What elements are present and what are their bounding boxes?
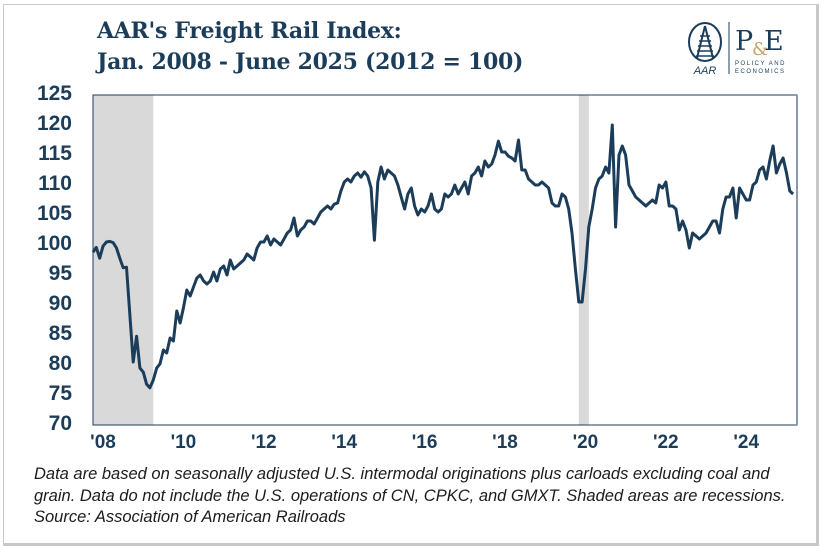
y-tick-label: 70 bbox=[48, 412, 72, 435]
title-line-2: Jan. 2008 - June 2025 (2012 = 100) bbox=[97, 49, 524, 75]
x-tick-label: '18 bbox=[492, 432, 518, 453]
x-tick-label: '10 bbox=[170, 432, 197, 453]
x-tick-label: '20 bbox=[572, 432, 599, 453]
svg-text:POLICY AND: POLICY AND bbox=[735, 61, 786, 67]
y-tick-label: 110 bbox=[38, 172, 72, 195]
y-tick-label: 100 bbox=[36, 232, 72, 255]
svg-text:AAR: AAR bbox=[693, 65, 717, 77]
x-tick-label: '16 bbox=[411, 432, 438, 453]
y-tick-label: 85 bbox=[48, 322, 72, 345]
chart-title: AAR's Freight Rail Index: Jan. 2008 - Ju… bbox=[97, 16, 523, 78]
y-tick-label: 105 bbox=[36, 202, 72, 225]
recession-shading bbox=[578, 95, 589, 425]
svg-text:ECONOMICS: ECONOMICS bbox=[735, 69, 786, 75]
aar-pe-logo: AAR P & E POLICY AND ECONOMICS bbox=[688, 22, 786, 77]
x-tick-label: '22 bbox=[652, 432, 679, 453]
y-tick-label: 80 bbox=[48, 352, 72, 375]
y-tick-label: 95 bbox=[48, 262, 72, 285]
title-line-1: AAR's Freight Rail Index: bbox=[97, 18, 402, 44]
y-tick-label: 125 bbox=[36, 82, 72, 105]
footnote: Data are based on seasonally adjusted U.… bbox=[34, 465, 786, 526]
y-tick-label: 120 bbox=[36, 112, 72, 135]
y-tick-label: 75 bbox=[48, 382, 72, 405]
x-tick-label: '14 bbox=[331, 432, 358, 453]
x-tick-label: '24 bbox=[733, 432, 760, 453]
plot-area-border bbox=[92, 94, 798, 426]
x-tick-label: '08 bbox=[90, 432, 116, 453]
y-tick-label: 90 bbox=[48, 292, 72, 315]
svg-text:P: P bbox=[735, 26, 753, 57]
freight-rail-index-line bbox=[91, 123, 795, 390]
x-tick-label: '12 bbox=[250, 432, 277, 453]
y-tick-label: 115 bbox=[38, 142, 72, 165]
svg-text:E: E bbox=[764, 26, 784, 57]
chart-frame bbox=[3, 4, 819, 546]
svg-text:&: & bbox=[752, 39, 768, 60]
